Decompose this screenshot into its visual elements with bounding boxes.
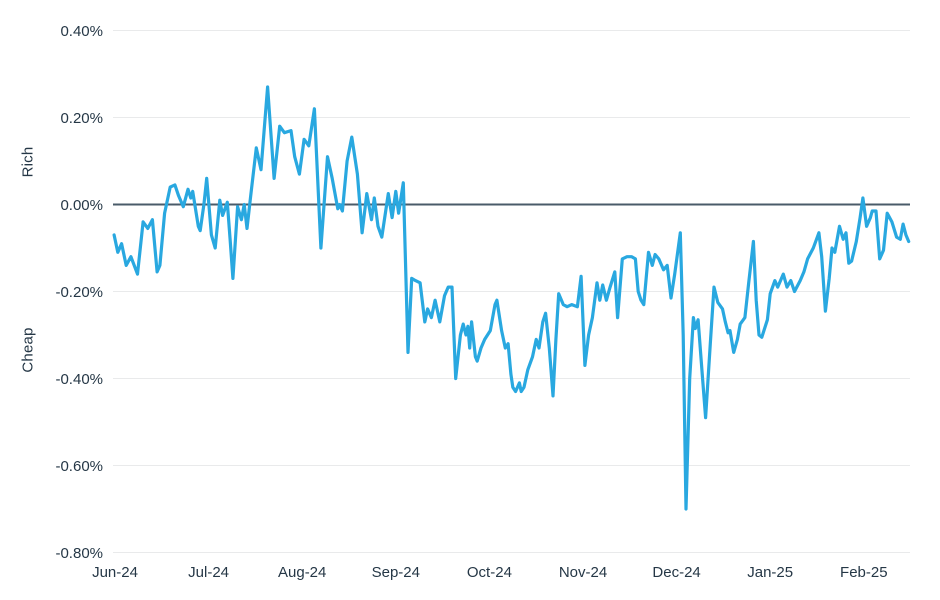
y-tick-label: -0.80% — [55, 545, 103, 562]
gridlines — [113, 30, 910, 553]
x-tick-label: Aug-24 — [278, 564, 326, 581]
x-tick-label: Jun-24 — [92, 564, 138, 581]
x-tick-label: Jul-24 — [188, 564, 229, 581]
y-axis-label-rich: Rich — [19, 146, 37, 178]
x-tick-label: Feb-25 — [840, 564, 888, 581]
y-axis-label-cheap: Cheap — [19, 327, 37, 373]
y-tick-label: 0.20% — [60, 110, 103, 127]
x-tick-label: Nov-24 — [559, 564, 607, 581]
x-tick-label: Jan-25 — [747, 564, 793, 581]
x-tick-label: Oct-24 — [467, 564, 512, 581]
y-axis-tick-labels: 0.40% 0.20% 0.00% -0.20% -0.40% -0.60% -0.80% — [55, 23, 103, 562]
y-tick-label: -0.20% — [55, 284, 103, 301]
x-axis-tick-labels: Jun-24 Jul-24 Aug-24 Sep-24 Oct-24 Nov-24 Dec-… — [92, 564, 888, 581]
x-tick-label: Dec-24 — [652, 564, 700, 581]
series-line — [112, 85, 911, 511]
y-tick-label: -0.40% — [55, 371, 103, 388]
y-tick-label: -0.60% — [55, 458, 103, 475]
y-tick-label: 0.00% — [60, 197, 103, 214]
series-line-group — [112, 85, 911, 511]
x-tick-label: Sep-24 — [372, 564, 420, 581]
y-tick-label: 0.40% — [60, 23, 103, 40]
